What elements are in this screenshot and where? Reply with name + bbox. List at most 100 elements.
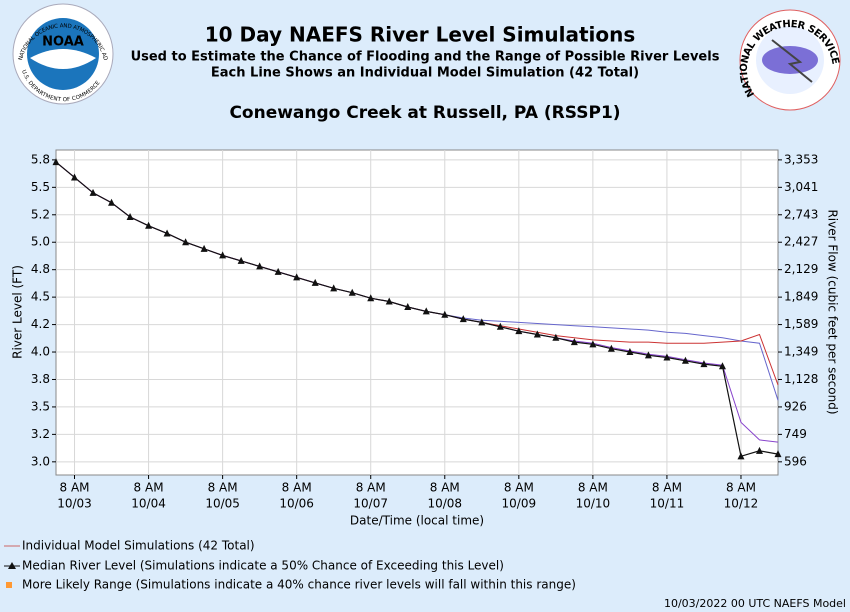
median-marker bbox=[274, 267, 282, 275]
median-marker bbox=[89, 188, 97, 196]
x-tick-label: 10/08 bbox=[427, 497, 462, 511]
x-axis-label: Date/Time (local time) bbox=[350, 514, 484, 528]
footer: 10/03/2022 00 UTC NAEFS Model bbox=[664, 597, 846, 610]
y2-tick-label: 2,743 bbox=[784, 207, 818, 221]
median-marker bbox=[145, 221, 153, 229]
median-marker bbox=[330, 284, 338, 292]
median-marker bbox=[644, 351, 652, 359]
legend-label: Individual Model Simulations (42 Total) bbox=[22, 539, 255, 553]
median-marker bbox=[626, 348, 634, 356]
median-marker bbox=[570, 338, 578, 346]
y-tick-label: 3.0 bbox=[31, 454, 50, 468]
x-tick-label: 8 AM bbox=[282, 481, 312, 495]
y-tick-label: 5.5 bbox=[31, 180, 50, 194]
y2-tick-label: 749 bbox=[784, 427, 807, 441]
noaa-gull bbox=[30, 49, 96, 69]
median-marker bbox=[663, 353, 671, 361]
subtitle: Each Line Shows an Individual Model Simu… bbox=[211, 66, 639, 81]
subtitle: Used to Estimate the Chance of Flooding … bbox=[131, 50, 720, 65]
y2-tick-label: 1,589 bbox=[784, 317, 818, 331]
median-marker bbox=[515, 327, 523, 335]
median-marker bbox=[404, 303, 412, 311]
x-tick-label: 10/07 bbox=[353, 497, 388, 511]
median-marker bbox=[108, 198, 116, 206]
median-marker bbox=[200, 244, 208, 252]
median-marker bbox=[441, 310, 449, 318]
median-marker bbox=[589, 340, 597, 348]
median-line bbox=[55, 161, 779, 458]
median-marker bbox=[182, 238, 190, 246]
median-marker bbox=[52, 158, 60, 166]
y-tick-label: 3.5 bbox=[31, 399, 50, 413]
median-marker bbox=[607, 344, 615, 352]
y-tick-label: 4.2 bbox=[31, 317, 50, 331]
y-tick-label: 3.8 bbox=[31, 372, 50, 386]
median-marker bbox=[367, 294, 375, 302]
legend-marker bbox=[6, 582, 12, 588]
x-tick-label: 8 AM bbox=[208, 481, 238, 495]
median-marker bbox=[681, 356, 689, 364]
median-marker bbox=[311, 278, 319, 286]
x-tick-label: 8 AM bbox=[504, 481, 534, 495]
y2-tick-label: 1,128 bbox=[784, 372, 818, 386]
x-tick-label: 10/04 bbox=[131, 497, 166, 511]
median-marker bbox=[237, 256, 245, 264]
noaa-logo: NATIONAL OCEANIC AND ATMOSPHERIC ADMINIS… bbox=[0, 0, 114, 105]
nws-bolt bbox=[771, 39, 813, 83]
x-tick-label: 10/09 bbox=[502, 497, 537, 511]
x-tick-label: 8 AM bbox=[60, 481, 90, 495]
y2-axis-label: River Flow (cubic feet per second) bbox=[826, 209, 840, 414]
y-tick-label: 5.0 bbox=[31, 235, 50, 249]
chart-title: 10 Day NAEFS River Level Simulations bbox=[205, 23, 636, 47]
median-marker bbox=[478, 318, 486, 326]
x-tick-label: 10/05 bbox=[205, 497, 240, 511]
median-marker bbox=[755, 446, 763, 454]
y-tick-label: 5.8 bbox=[31, 152, 50, 166]
y2-tick-label: 926 bbox=[784, 399, 807, 413]
x-tick-label: 10/11 bbox=[650, 497, 685, 511]
y-axis-label: River Level (FT) bbox=[11, 265, 25, 359]
legend: Individual Model Simulations (42 Total) … bbox=[4, 539, 576, 592]
median-marker bbox=[219, 251, 227, 259]
y2-tick-label: 1,849 bbox=[784, 290, 818, 304]
nws-cloud bbox=[762, 46, 818, 74]
median-marker bbox=[552, 333, 560, 341]
y2-tick-label: 1,349 bbox=[784, 345, 818, 359]
noaa-text: NOAA bbox=[42, 35, 84, 50]
median-marker bbox=[348, 288, 356, 296]
legend-label: Median River Level (Simulations indicate… bbox=[22, 559, 504, 573]
x-tick-label: 8 AM bbox=[726, 481, 756, 495]
y2-tick-label: 3,041 bbox=[784, 180, 818, 194]
median-marker bbox=[496, 322, 504, 330]
x-tick-label: 8 AM bbox=[578, 481, 608, 495]
legend-marker bbox=[8, 562, 16, 569]
station-title: Conewango Creek at Russell, PA (RSSP1) bbox=[229, 103, 620, 123]
y-tick-label: 4.0 bbox=[31, 345, 50, 359]
median-marker bbox=[533, 330, 541, 338]
x-tick-label: 8 AM bbox=[356, 481, 386, 495]
y-tick-label: 4.5 bbox=[31, 290, 50, 304]
y2-tick-label: 2,427 bbox=[784, 235, 818, 249]
legend-label: More Likely Range (Simulations indicate … bbox=[22, 578, 576, 592]
y2-tick-label: 2,129 bbox=[784, 262, 818, 276]
x-tick-label: 10/03 bbox=[57, 497, 92, 511]
median-marker bbox=[256, 262, 264, 270]
x-tick-label: 8 AM bbox=[652, 481, 682, 495]
median-marker bbox=[737, 452, 745, 460]
y2-tick-label: 3,353 bbox=[784, 152, 818, 166]
y-tick-label: 4.8 bbox=[31, 262, 50, 276]
y-tick-label: 5.2 bbox=[31, 207, 50, 221]
median-marker bbox=[126, 212, 134, 220]
median-marker bbox=[459, 315, 467, 323]
y-tick-label: 3.2 bbox=[31, 427, 50, 441]
y2-tick-label: 596 bbox=[784, 454, 807, 468]
x-tick-label: 8 AM bbox=[430, 481, 460, 495]
median-marker bbox=[700, 360, 708, 368]
nws-logo: NATIONAL WEATHER SERVICE bbox=[739, 9, 841, 111]
median-marker bbox=[774, 450, 782, 458]
x-tick-label: 10/06 bbox=[279, 497, 314, 511]
plot-area bbox=[55, 149, 779, 476]
median-marker bbox=[422, 307, 430, 315]
x-tick-label: 10/12 bbox=[724, 497, 759, 511]
